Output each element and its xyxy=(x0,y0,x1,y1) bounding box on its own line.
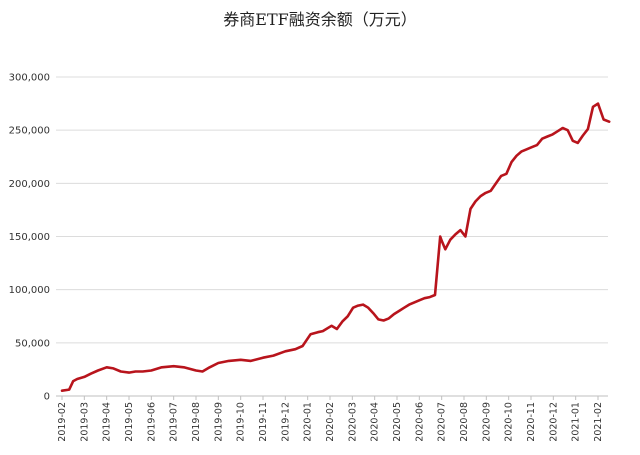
x-tick-label: 2020-04 xyxy=(370,402,381,442)
x-tick-label: 2019-04 xyxy=(102,402,113,442)
y-tick-label: 300,000 xyxy=(9,73,50,84)
x-tick-label: 2020-03 xyxy=(347,402,358,442)
x-tick-label: 2019-08 xyxy=(191,402,202,442)
x-tick-label: 2019-02 xyxy=(57,402,68,442)
series-line-etf-margin-balance xyxy=(60,102,611,392)
x-tick-label: 2021-02 xyxy=(593,402,604,442)
x-tick-label: 2019-05 xyxy=(124,402,135,442)
y-tick-label: 0 xyxy=(44,392,50,403)
x-tick-label: 2019-03 xyxy=(79,402,90,442)
x-tick-label: 2019-12 xyxy=(280,402,291,442)
y-tick-label: 100,000 xyxy=(9,285,50,296)
x-tick-label: 2019-06 xyxy=(146,402,157,442)
x-tick-label: 2019-10 xyxy=(236,402,247,442)
x-tick-label: 2020-07 xyxy=(437,402,448,442)
y-tick-label: 200,000 xyxy=(9,179,50,190)
x-tick-label: 2019-11 xyxy=(258,402,269,442)
x-tick-label: 2020-08 xyxy=(459,402,470,442)
x-tick-label: 2020-06 xyxy=(414,402,425,442)
x-tick-label: 2020-05 xyxy=(392,402,403,442)
y-tick-label: 50,000 xyxy=(15,338,50,349)
y-tick-label: 150,000 xyxy=(9,232,50,243)
x-tick-label: 2020-11 xyxy=(526,402,537,442)
x-tick-label: 2019-07 xyxy=(169,402,180,442)
x-tick-label: 2020-09 xyxy=(481,402,492,442)
x-tick-label: 2019-09 xyxy=(213,402,224,442)
x-tick-label: 2020-02 xyxy=(325,402,336,442)
x-tick-label: 2020-12 xyxy=(548,402,559,442)
x-axis-ticks: 2019-02 2019-03 2019-04 2019-05 2019-06 2019-… xyxy=(57,396,604,442)
y-axis-ticks: 0 50,000 100,000 150,000 200,000 250,000 300,0… xyxy=(9,73,50,403)
gridlines xyxy=(56,76,608,344)
chart-title: 券商ETF融资余额（万元） xyxy=(223,10,416,29)
x-tick-label: 2021-01 xyxy=(571,402,582,442)
y-tick-label: 250,000 xyxy=(9,126,50,137)
x-tick-label: 2020-10 xyxy=(504,402,515,442)
x-tick-label: 2020-01 xyxy=(303,402,314,442)
